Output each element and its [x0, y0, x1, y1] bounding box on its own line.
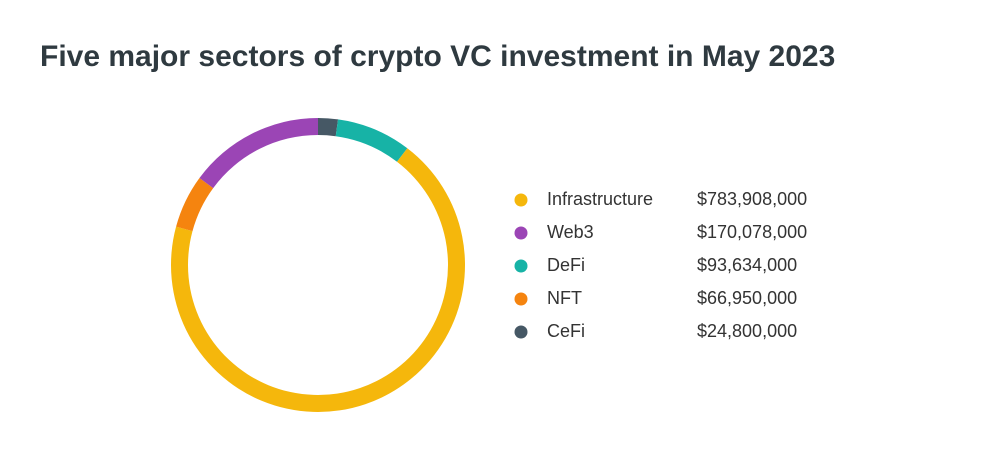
legend-marker: [514, 292, 528, 306]
chart-title: Five major sectors of crypto VC investme…: [40, 40, 835, 73]
legend-label: NFT: [547, 288, 582, 308]
donut-segment: [170, 148, 465, 413]
legend-marker: [514, 259, 528, 273]
legend-marker: [514, 193, 528, 207]
donut-segment: [318, 118, 339, 137]
legend-value: $783,908,000: [697, 189, 807, 209]
legend-value: $93,634,000: [697, 255, 797, 275]
legend-value: $170,078,000: [697, 222, 807, 242]
legend-label: Web3: [547, 222, 594, 242]
legend-label: CeFi: [547, 321, 585, 341]
donut-segment: [176, 178, 214, 232]
legend-label: DeFi: [547, 255, 585, 275]
legend-value: $66,950,000: [697, 288, 797, 308]
donut-segment: [199, 118, 318, 189]
legend-label: Infrastructure: [547, 189, 653, 209]
legend-marker: [514, 226, 528, 240]
legend-value: $24,800,000: [697, 321, 797, 341]
legend-marker: [514, 325, 528, 339]
donut-segment: [335, 119, 408, 162]
